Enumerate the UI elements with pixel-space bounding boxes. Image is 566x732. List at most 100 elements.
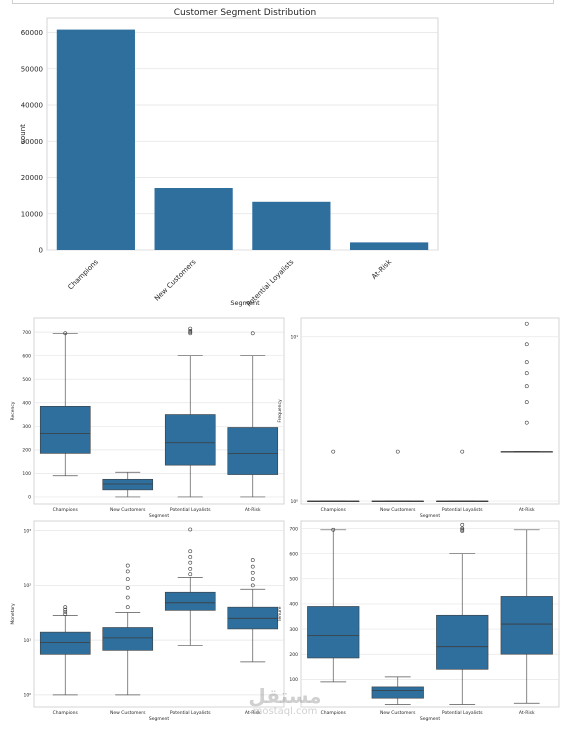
bar-chart-xlabel: Segment: [230, 299, 260, 307]
bar-chart-ylabel: count: [19, 124, 27, 144]
box-xtick-label: New Customers: [110, 507, 146, 513]
box-xtick-label: New Customers: [380, 507, 416, 513]
box-xlabel: Segment: [420, 513, 440, 519]
outlier-point: [250, 564, 255, 569]
box-iqr: [164, 591, 216, 611]
outlier-point: [331, 527, 336, 532]
outlier-point: [460, 529, 465, 533]
outlier-point: [188, 549, 193, 554]
outlier-point: [188, 567, 193, 571]
box-potential-loyalists: [164, 326, 216, 498]
box-xtick-label: At-Risk: [519, 507, 535, 513]
bar-xtick-label: New Customers: [153, 258, 198, 303]
box-ytick-label: 600: [22, 353, 31, 359]
outlier-point: [188, 555, 193, 559]
box-xtick-label: At-Risk: [245, 507, 261, 513]
bar-ytick-label: 30000: [21, 138, 43, 146]
outlier-point: [63, 607, 68, 612]
box-xlabel: Segment: [149, 716, 169, 722]
box-iqr: [102, 478, 154, 491]
monetary-box-plot: 10⁰ 10¹ 10² 10³ Champions New Customers Potent…: [10, 520, 285, 722]
outlier-point: [250, 570, 255, 575]
outlier-point: [250, 577, 255, 582]
box-champions: [307, 449, 360, 502]
outlier-point: [63, 605, 68, 610]
box-ytick-label: 500: [289, 577, 298, 583]
outlier-point: [125, 585, 130, 590]
box-xtick-label: Champions: [321, 507, 347, 513]
box-ytick-label: 10¹: [290, 335, 298, 341]
box-iqr: [227, 427, 279, 475]
box-xtick-label: Potential Loyalists: [442, 507, 483, 513]
mostaql-watermark: مستقل mostaql.com: [240, 686, 330, 718]
bar-at-risk: [350, 242, 429, 250]
box-ylabel: Frequency: [277, 399, 283, 423]
outlier-point: [188, 329, 193, 333]
outlier-point: [524, 420, 529, 425]
box-iqr: [102, 627, 154, 651]
box-new-customers: [102, 563, 154, 696]
box-ytick-label: 0: [28, 495, 31, 501]
box-iqr: [371, 686, 424, 699]
box-xtick-label: At-Risk: [519, 710, 535, 716]
box-at-risk: [227, 558, 279, 663]
outlier-point: [188, 326, 193, 331]
outlier-point: [460, 526, 465, 531]
outlier-point: [125, 605, 130, 610]
outlier-point: [524, 342, 529, 347]
outlier-point: [250, 331, 255, 336]
box-ytick-label: 200: [22, 448, 31, 454]
frequency-box-plot: 10⁰ 10¹ Champions New Customers Potential Lo…: [277, 317, 560, 519]
bar-chart-title: Customer Segment Distribution: [174, 8, 316, 18]
box-iqr: [307, 606, 360, 659]
box-xtick-label: Champions: [321, 710, 347, 716]
box-ytick-label: 10²: [23, 583, 31, 589]
outlier-point: [524, 321, 529, 326]
box-ytick-label: 400: [22, 401, 31, 407]
box-xtick-label: Champions: [53, 507, 79, 513]
outlier-point: [63, 612, 68, 616]
box-ytick-label: 700: [22, 330, 31, 336]
outlier-point: [331, 449, 336, 454]
bar-ytick-label: 0: [39, 247, 43, 255]
outlier-point: [125, 563, 130, 568]
outlier-point: [524, 371, 529, 376]
box-xtick-label: Potential Loyalists: [442, 710, 483, 716]
bar-potential-loyalists: [252, 201, 331, 250]
outlier-point: [188, 572, 193, 577]
box-ytick-label: 10⁰: [290, 499, 298, 505]
watermark-arabic: مستقل: [248, 684, 322, 708]
box-xlabel: Segment: [420, 716, 440, 722]
box-xtick-label: Potential Loyalists: [170, 710, 211, 716]
box-ytick-label: 500: [22, 377, 31, 383]
box-ytick-label: 600: [289, 551, 298, 557]
box-new-customers: [371, 449, 424, 502]
box-potential-loyalists: [436, 522, 489, 705]
box-ytick-label: 100: [289, 677, 298, 683]
bar-xtick-label: Champions: [67, 258, 101, 292]
outlier-point: [188, 527, 193, 532]
box-new-customers: [371, 676, 424, 705]
bar-new-customers: [154, 188, 233, 250]
box-ylabel: Tenure: [277, 606, 283, 622]
outlier-point: [188, 560, 193, 565]
box-xtick-label: Champions: [53, 710, 79, 716]
outlier-point: [524, 400, 529, 405]
box-xtick-label: At-Risk: [245, 710, 261, 716]
segment-count-bar-chart: 0 10000 20000 30000 40000 50000 60000 Champion…: [19, 8, 439, 308]
box-potential-loyalists: [436, 449, 489, 502]
outlier-point: [63, 331, 68, 336]
box-iqr: [39, 405, 91, 454]
outlier-point: [125, 569, 130, 574]
box-ytick-label: 400: [289, 602, 298, 608]
box-champions: [39, 331, 91, 477]
bar-ytick-label: 20000: [21, 174, 43, 182]
outlier-point: [125, 595, 130, 600]
outlier-point: [188, 330, 193, 335]
outlier-point: [125, 577, 130, 582]
box-ylabel: Recency: [10, 401, 16, 420]
box-ytick-label: 10³: [23, 528, 31, 534]
outlier-point: [250, 558, 255, 562]
box-ytick-label: 10¹: [23, 638, 31, 644]
bar-ytick-label: 50000: [21, 65, 43, 73]
